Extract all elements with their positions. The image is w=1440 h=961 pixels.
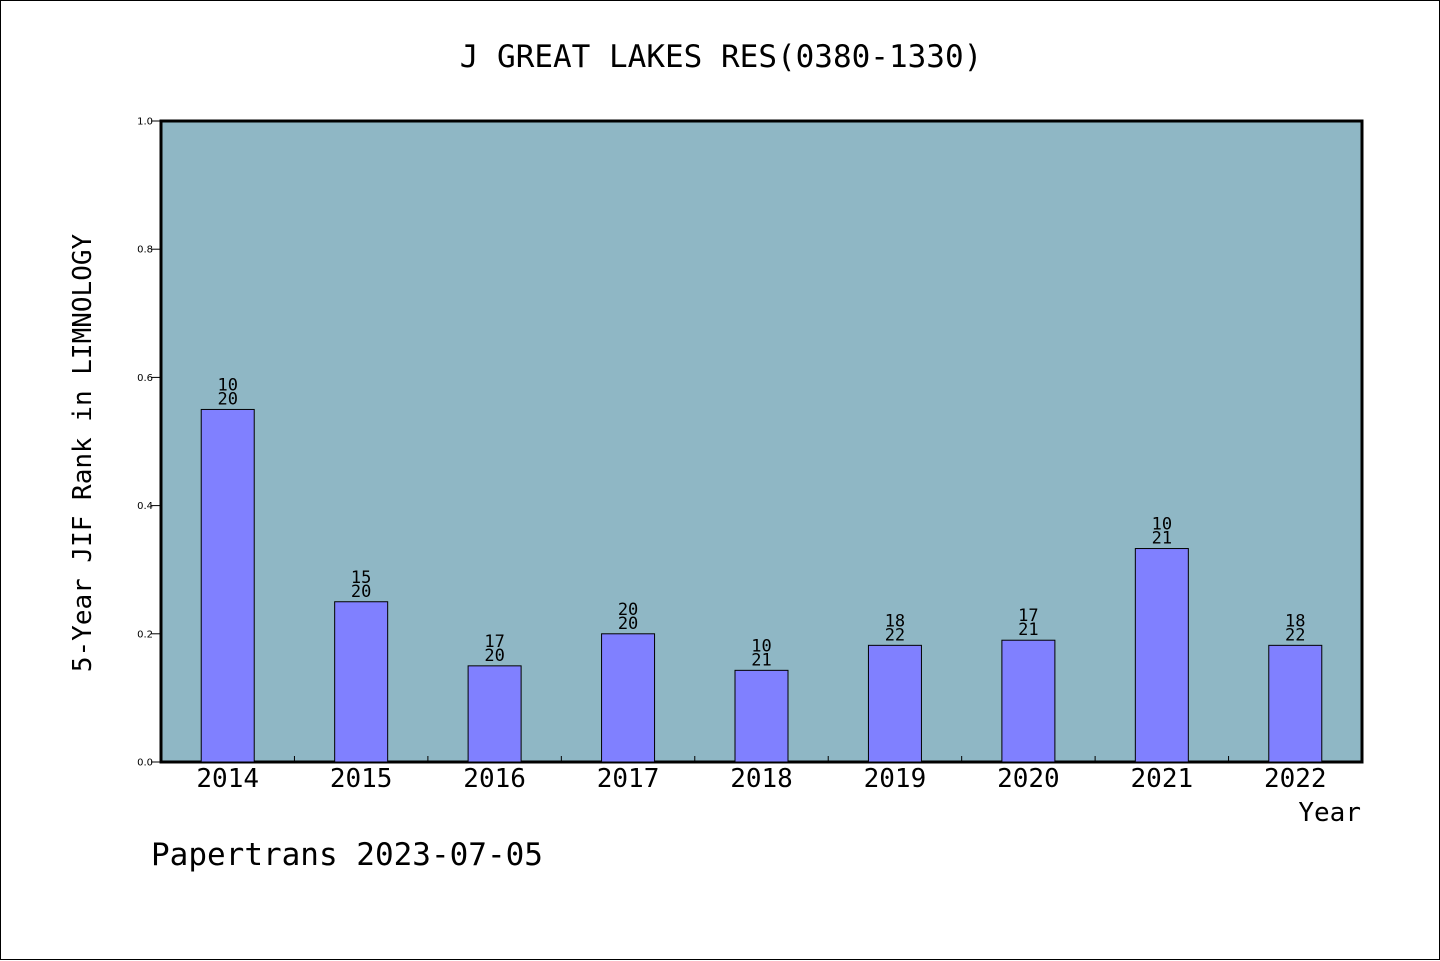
- x-axis-ticks: 2014 2015 2016 2017 2018 2019 2020 2021 2022: [196, 756, 1327, 794]
- bar-2021: [1134, 548, 1189, 763]
- bar-2020: [1001, 639, 1056, 763]
- x-tick-label: 2020: [997, 764, 1060, 794]
- bar-label-top: 15: [351, 568, 371, 588]
- y-tick-label: 0.2: [137, 629, 153, 640]
- bar-label-top: 18: [885, 611, 905, 631]
- y-tick-label: 0.6: [137, 373, 153, 384]
- footer-credit: Papertrans 2023-07-05: [151, 837, 543, 873]
- bar-label-bottom: 20: [351, 582, 371, 602]
- x-tick-label: 2021: [1131, 764, 1194, 794]
- bar-label-top: 17: [484, 632, 504, 652]
- bar-label-top: 10: [1152, 515, 1172, 535]
- bar-label-top: 17: [1018, 606, 1038, 626]
- bar-label-top: 10: [217, 375, 237, 395]
- x-tick-label: 2015: [330, 764, 393, 794]
- bar-2022: [1268, 644, 1323, 763]
- y-tick-label: 0.0: [137, 758, 153, 769]
- bar-2016: [467, 665, 522, 763]
- bar-2015: [334, 601, 389, 763]
- bar-label-bottom: 22: [1285, 625, 1305, 645]
- bar-2017: [601, 633, 656, 763]
- bar-label-bottom: 21: [751, 650, 771, 670]
- y-axis-label: 5-Year JIF Rank in LIMNOLOGY: [68, 234, 98, 673]
- x-tick-label: 2017: [597, 764, 660, 794]
- x-tick-label: 2019: [864, 764, 927, 794]
- bar-label-bottom: 22: [885, 625, 905, 645]
- y-axis-ticks: 0.0 0.2 0.4 0.6 0.8 1.0: [137, 117, 161, 769]
- chart-title: J GREAT LAKES RES(0380-1330): [460, 39, 983, 75]
- bar-label-bottom: 20: [484, 646, 504, 666]
- x-axis-label: Year: [1298, 798, 1361, 828]
- x-tick-label: 2018: [730, 764, 793, 794]
- x-tick-label: 2014: [196, 764, 259, 794]
- y-tick-label: 0.4: [137, 501, 153, 512]
- bar-2019: [867, 644, 922, 763]
- y-tick-label: 1.0: [137, 117, 153, 128]
- bar-label-top: 18: [1285, 611, 1305, 631]
- bar-2018: [734, 669, 789, 763]
- x-tick-label: 2022: [1264, 764, 1327, 794]
- x-tick-label: 2016: [463, 764, 526, 794]
- bar-label-top: 10: [751, 636, 771, 656]
- bar-label-bottom: 20: [217, 389, 237, 409]
- bar-label-bottom: 20: [618, 614, 638, 634]
- bar-label-top: 20: [618, 600, 638, 620]
- y-tick-label: 0.8: [137, 245, 153, 256]
- bar-label-bottom: 21: [1152, 529, 1172, 549]
- bar-2014: [200, 408, 255, 763]
- bar-label-bottom: 21: [1018, 620, 1038, 640]
